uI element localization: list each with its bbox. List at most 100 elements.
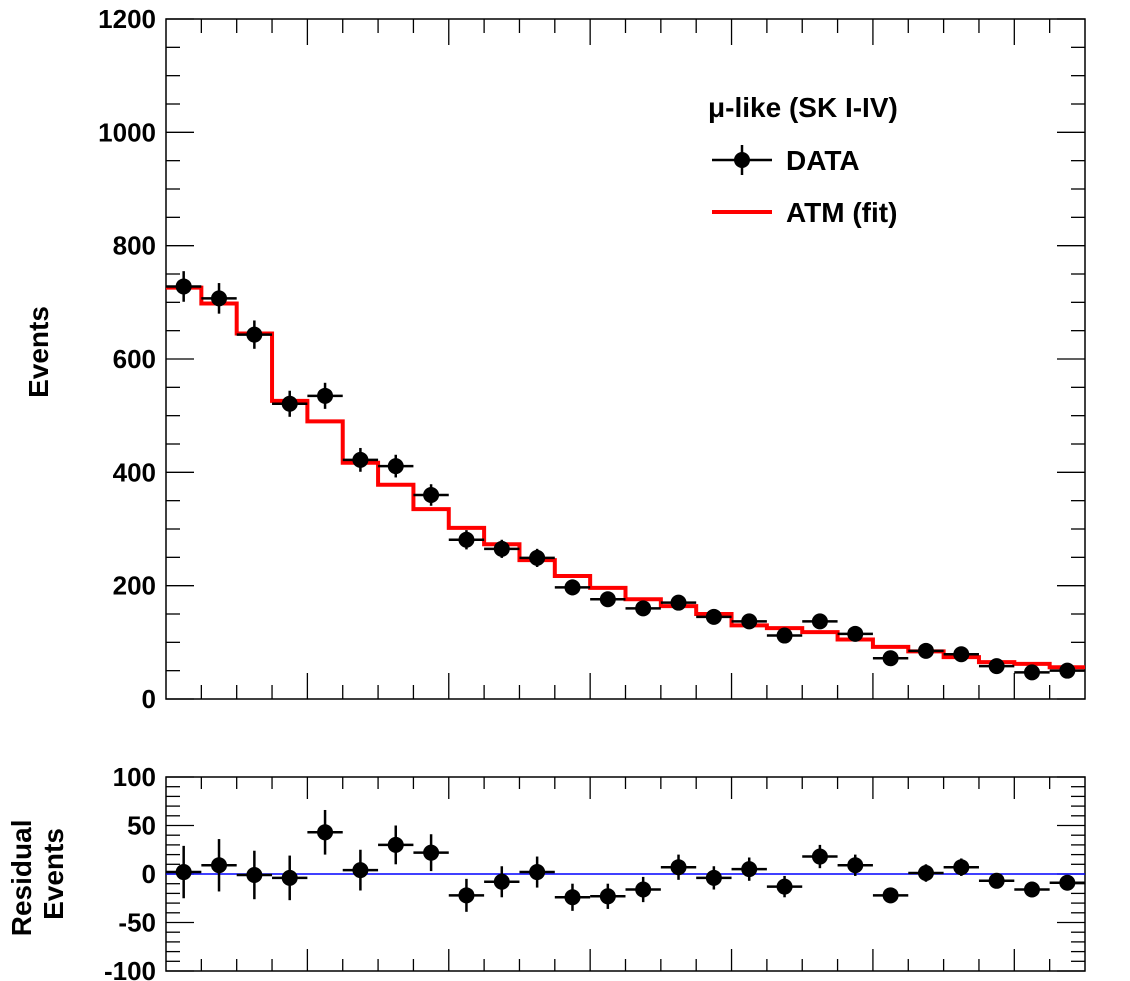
legend-label-atm-fit: ATM (fit) <box>786 197 897 228</box>
residual-point <box>519 856 555 888</box>
main-y-tick-label: 0 <box>142 684 156 714</box>
data-point-marker <box>246 326 263 343</box>
residual-y-tick-labels: -100 -50 0 50 100 <box>104 762 156 981</box>
residual-point <box>484 866 520 898</box>
data-point-marker <box>458 531 475 548</box>
residual-point <box>908 864 944 882</box>
residual-point <box>1049 874 1085 891</box>
residual-point-marker <box>1059 874 1076 891</box>
main-y-tick-label: 600 <box>113 344 156 374</box>
residual-point <box>625 876 661 903</box>
residual-point-marker <box>599 888 616 905</box>
residual-point-marker <box>352 862 369 879</box>
data-point <box>802 613 838 630</box>
data-point <box>625 600 661 617</box>
data-point-marker <box>670 594 687 611</box>
residual-point-marker <box>493 873 510 890</box>
main-y-tick-label: 400 <box>113 457 156 487</box>
residual-point <box>837 854 873 876</box>
residual-point-marker <box>423 844 440 861</box>
residual-point <box>590 883 626 909</box>
data-point-marker <box>493 540 510 557</box>
data-series <box>166 271 1085 681</box>
data-point <box>1049 662 1085 679</box>
data-point-marker <box>741 613 758 630</box>
residual-point-marker <box>741 861 758 878</box>
data-point-marker <box>423 487 440 503</box>
residual-point <box>448 878 485 912</box>
data-point-marker <box>847 625 864 642</box>
data-point-marker <box>317 387 334 404</box>
data-point-marker <box>529 549 546 566</box>
residual-panel: -100 -50 0 50 100 Residual Events <box>6 762 1086 981</box>
residual-axis-ticks <box>166 776 1085 972</box>
residual-point <box>166 845 202 899</box>
residual-point-marker <box>564 889 581 906</box>
residual-point-marker <box>917 865 934 882</box>
data-point-marker <box>882 650 899 667</box>
residual-y-tick-label: 50 <box>127 811 156 841</box>
residual-point-marker <box>529 864 546 881</box>
data-point-marker <box>1023 664 1040 681</box>
residual-point-marker <box>211 857 228 874</box>
residual-point-marker <box>882 887 899 904</box>
residual-point <box>943 858 979 876</box>
data-point-marker <box>352 451 369 468</box>
atm-fit-series <box>166 285 1085 670</box>
residual-y-tick-label: -100 <box>104 956 156 981</box>
data-point <box>590 591 626 608</box>
legend-entry-data: DATA <box>712 145 860 176</box>
data-point <box>908 642 944 659</box>
data-point <box>484 539 520 558</box>
data-point-marker <box>635 600 652 617</box>
legend-entry-atm-fit: ATM (fit) <box>712 197 897 228</box>
main-y-tick-label: 200 <box>113 571 156 601</box>
data-point-marker <box>776 627 793 644</box>
data-point <box>660 594 697 611</box>
residual-point-marker <box>458 887 475 904</box>
residual-point <box>201 839 237 892</box>
residual-y-tick-label: 0 <box>142 859 156 889</box>
data-point <box>872 650 909 667</box>
data-point-marker <box>564 579 581 596</box>
residual-point-marker <box>988 872 1005 889</box>
residual-point-marker <box>281 869 298 886</box>
data-point <box>943 646 979 663</box>
residual-point <box>272 855 308 901</box>
data-point <box>731 613 767 630</box>
residual-point <box>378 825 414 865</box>
data-point-marker <box>599 591 616 608</box>
residual-point-marker <box>811 848 828 865</box>
residual-point-marker <box>953 859 970 876</box>
data-point-marker <box>917 642 934 659</box>
residual-point-marker <box>847 857 864 874</box>
residual-series <box>166 809 1085 912</box>
residual-point <box>696 866 732 890</box>
residual-point <box>766 875 803 898</box>
data-point <box>837 625 873 642</box>
data-point-marker <box>387 458 404 475</box>
residual-point-marker <box>705 869 722 886</box>
main-panel: 0 200 400 600 800 1000 1200 Events μ-like (SK … <box>23 4 1086 714</box>
data-point <box>201 283 237 314</box>
residual-point <box>978 872 1015 889</box>
main-y-tick-label: 1200 <box>98 4 156 34</box>
legend-data-marker <box>734 152 750 168</box>
residual-point-marker <box>635 881 652 898</box>
data-point <box>378 454 414 478</box>
y-axis-title-residual-line2: Events <box>38 828 69 920</box>
legend: μ-like (SK I-IV) DATA ATM (fit) <box>708 92 898 228</box>
residual-point-marker <box>776 878 793 895</box>
residual-point <box>554 883 591 911</box>
residual-point-marker <box>246 866 263 883</box>
data-point <box>272 390 308 417</box>
data-point <box>978 658 1015 675</box>
main-y-tick-label: 1000 <box>98 117 156 147</box>
residual-point <box>1014 881 1050 898</box>
main-y-tick-label: 800 <box>113 231 156 261</box>
residual-point <box>660 854 697 880</box>
data-point <box>766 627 803 644</box>
data-point-marker <box>1059 662 1076 679</box>
data-point-marker <box>281 395 298 412</box>
